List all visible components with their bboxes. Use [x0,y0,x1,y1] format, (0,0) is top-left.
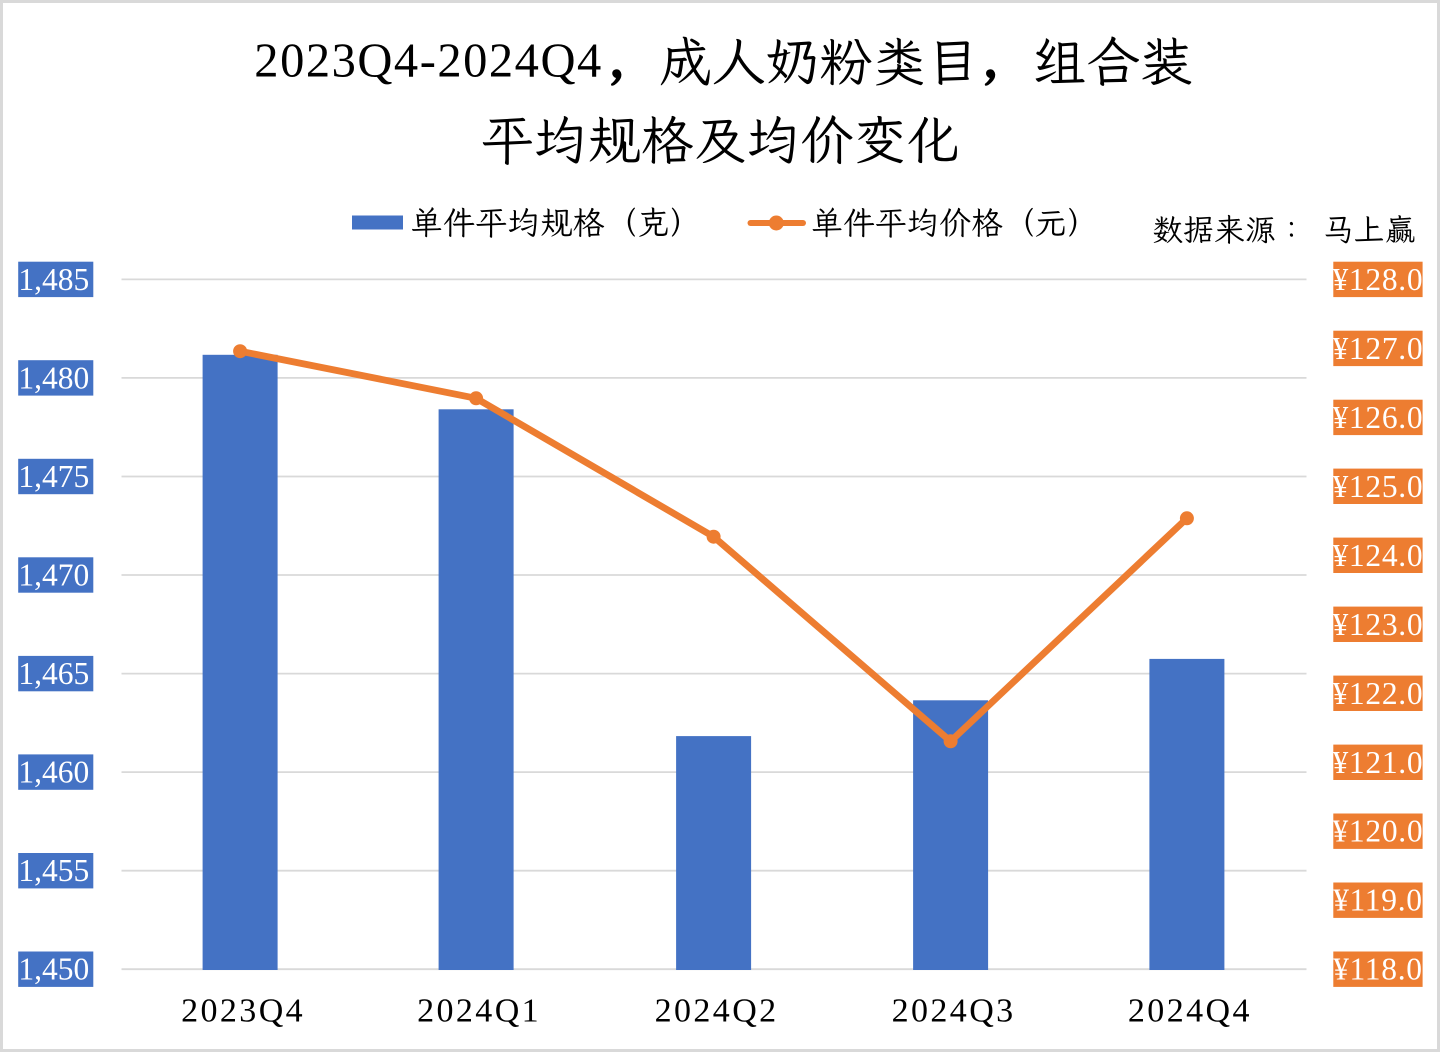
svg-text:1,465: 1,465 [18,656,89,691]
svg-text:1,485: 1,485 [18,262,89,297]
svg-text:¥121.0: ¥121.0 [1332,745,1423,780]
svg-text:2024Q1: 2024Q1 [417,993,541,1030]
svg-text:¥124.0: ¥124.0 [1332,538,1423,573]
svg-text:¥118.0: ¥118.0 [1333,952,1423,987]
svg-text:2024Q2: 2024Q2 [655,993,779,1030]
svg-text:¥127.0: ¥127.0 [1332,331,1423,366]
svg-text:¥126.0: ¥126.0 [1332,400,1423,435]
svg-text:2023Q4-2024Q4: 2023Q4-2024Q4 [254,34,602,87]
svg-text:¥128.0: ¥128.0 [1332,262,1423,297]
svg-text:¥119.0: ¥119.0 [1333,883,1423,918]
svg-text:2024Q4: 2024Q4 [1128,993,1252,1030]
svg-text:¥120.0: ¥120.0 [1332,814,1423,849]
svg-text:1,450: 1,450 [18,952,89,987]
svg-text:1,455: 1,455 [18,853,89,888]
svg-text:¥123.0: ¥123.0 [1332,607,1423,642]
svg-text:2023Q4: 2023Q4 [181,993,305,1030]
svg-text:¥125.0: ¥125.0 [1332,469,1423,504]
svg-text:1,475: 1,475 [18,459,89,494]
svg-text:1,480: 1,480 [18,360,89,395]
svg-text:¥122.0: ¥122.0 [1332,676,1423,711]
svg-text:1,470: 1,470 [18,558,89,593]
svg-text:2024Q3: 2024Q3 [892,993,1016,1030]
svg-text:1,460: 1,460 [18,755,89,790]
